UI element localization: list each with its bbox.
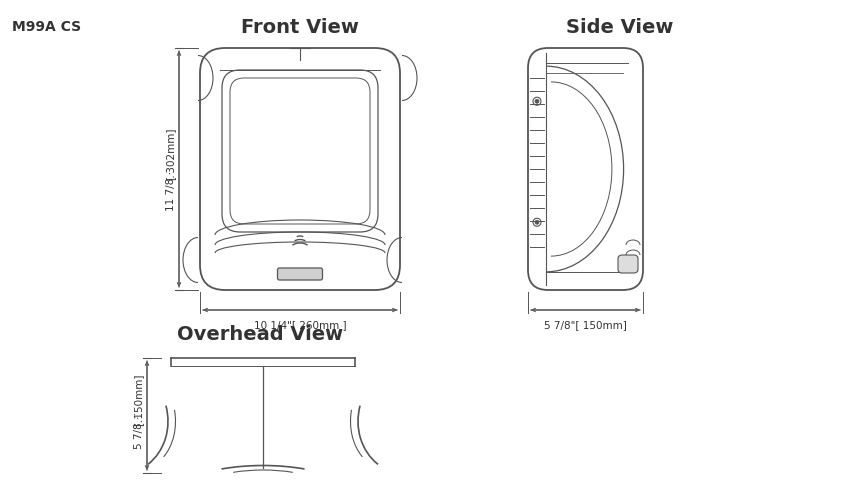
Text: M99A CS: M99A CS	[12, 20, 81, 34]
FancyBboxPatch shape	[277, 268, 322, 280]
Text: [ 302mm]: [ 302mm]	[166, 128, 176, 180]
Text: Front View: Front View	[241, 18, 359, 37]
Text: 5 7/8⋰: 5 7/8⋰	[134, 412, 144, 449]
Circle shape	[535, 99, 539, 103]
Text: 5 7/8"[ 150mm]: 5 7/8"[ 150mm]	[544, 320, 627, 330]
Text: 10 1/4"[ 260mm ]: 10 1/4"[ 260mm ]	[253, 320, 346, 330]
Bar	[305, 270, 310, 278]
Bar	[290, 270, 294, 278]
Text: Side View: Side View	[566, 18, 674, 37]
Text: [ 150mm]: [ 150mm]	[134, 375, 144, 426]
Text: 11 7/8⋰: 11 7/8⋰	[166, 167, 176, 211]
Bar	[314, 270, 319, 278]
Text: Overhead View: Overhead View	[177, 325, 343, 344]
Bar	[281, 270, 286, 278]
FancyBboxPatch shape	[618, 255, 638, 273]
Bar	[298, 270, 303, 278]
Circle shape	[535, 220, 539, 224]
